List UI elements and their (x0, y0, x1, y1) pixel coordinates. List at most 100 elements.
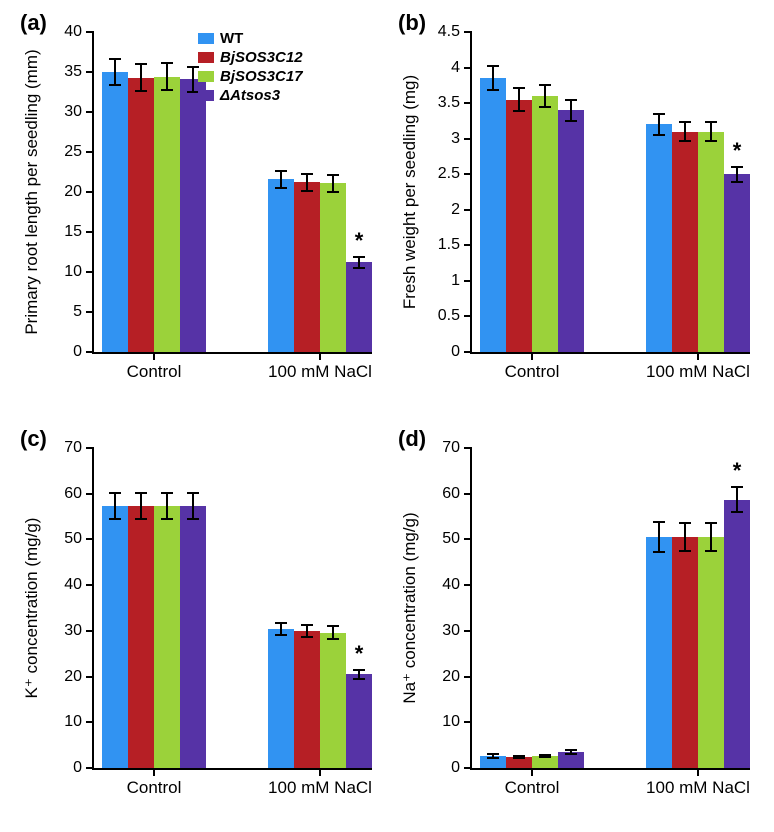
y-tick (86, 111, 94, 113)
error-bar (487, 753, 499, 758)
bar (698, 132, 724, 352)
y-tick (464, 138, 472, 140)
bar (506, 100, 532, 352)
y-tick (464, 721, 472, 723)
y-tick (464, 676, 472, 678)
error-bar (731, 166, 743, 183)
error-bar (161, 62, 173, 91)
bar (102, 72, 128, 352)
category-label: Control (127, 362, 182, 382)
y-tick-label: 70 (64, 439, 82, 457)
bar (672, 537, 698, 768)
y-tick-label: 60 (64, 485, 82, 503)
error-bar (135, 63, 147, 92)
x-tick (153, 768, 155, 776)
y-tick-label: 10 (442, 713, 460, 731)
bar (128, 78, 154, 352)
bar (180, 79, 206, 352)
significance-star: * (733, 138, 742, 164)
legend-label: BjSOS3C12 (220, 49, 303, 66)
error-bar (301, 173, 313, 192)
y-tick (86, 584, 94, 586)
y-tick (464, 31, 472, 33)
x-tick (697, 352, 699, 360)
bar (320, 183, 346, 352)
y-tick (464, 538, 472, 540)
y-tick-label: 0.5 (438, 307, 460, 325)
y-axis-label-a: Primary root length per seedling (mm) (22, 32, 42, 352)
y-tick (464, 447, 472, 449)
y-tick-label: 10 (64, 263, 82, 281)
y-tick-label: 3.5 (438, 94, 460, 112)
significance-star: * (355, 641, 364, 667)
legend: WTBjSOS3C12BjSOS3C17ΔAtsos3 (198, 30, 303, 106)
y-tick (464, 584, 472, 586)
error-bar (679, 522, 691, 552)
y-tick (86, 676, 94, 678)
y-tick (86, 351, 94, 353)
error-bar (327, 625, 339, 640)
y-tick (464, 102, 472, 104)
error-bar (705, 522, 717, 552)
error-bar (653, 113, 665, 136)
legend-swatch (198, 71, 214, 82)
y-tick (464, 630, 472, 632)
y-tick-label: 20 (442, 668, 460, 686)
y-tick-label: 15 (64, 223, 82, 241)
y-tick (464, 173, 472, 175)
x-tick (153, 352, 155, 360)
y-tick-label: 35 (64, 63, 82, 81)
legend-label: WT (220, 30, 243, 47)
y-tick-label: 2.5 (438, 165, 460, 183)
y-tick-label: 0 (451, 759, 460, 777)
plot-area-c: 010203040506070Control100 mM NaCl* (92, 448, 372, 770)
error-bar (679, 121, 691, 142)
bar (646, 124, 672, 352)
y-tick (464, 767, 472, 769)
category-label: Control (127, 778, 182, 798)
error-bar (109, 492, 121, 519)
error-bar (513, 87, 525, 111)
y-tick-label: 30 (64, 622, 82, 640)
significance-star: * (355, 228, 364, 254)
bar (268, 179, 294, 352)
y-tick-label: 1 (451, 272, 460, 290)
y-tick-label: 2 (451, 201, 460, 219)
error-bar (353, 669, 365, 680)
y-tick-label: 0 (451, 343, 460, 361)
y-tick (86, 31, 94, 33)
y-axis-label-d: Na⁺ concentration (mg/g) (400, 448, 420, 768)
y-tick-label: 25 (64, 143, 82, 161)
x-tick (319, 768, 321, 776)
error-bar (565, 99, 577, 122)
y-tick-label: 60 (442, 485, 460, 503)
bar (128, 506, 154, 768)
y-tick (86, 271, 94, 273)
error-bar (731, 486, 743, 513)
error-bar (275, 622, 287, 637)
y-tick-label: 40 (442, 576, 460, 594)
x-tick (319, 352, 321, 360)
error-bar (539, 84, 551, 108)
bar (294, 182, 320, 352)
bar (698, 537, 724, 768)
bar (724, 174, 750, 352)
x-tick (531, 352, 533, 360)
bar (154, 77, 180, 352)
error-bar (135, 492, 147, 519)
y-tick-label: 4.5 (438, 23, 460, 41)
y-tick (464, 493, 472, 495)
x-tick (697, 768, 699, 776)
error-bar (187, 492, 199, 519)
legend-label: BjSOS3C17 (220, 68, 303, 85)
y-tick (464, 244, 472, 246)
bar (480, 78, 506, 352)
error-bar (109, 58, 121, 87)
y-tick (464, 209, 472, 211)
category-label: 100 mM NaCl (646, 362, 750, 382)
bar (346, 674, 372, 768)
y-tick-label: 4 (451, 59, 460, 77)
error-bar (653, 521, 665, 553)
error-bar (565, 749, 577, 754)
bar (294, 631, 320, 768)
